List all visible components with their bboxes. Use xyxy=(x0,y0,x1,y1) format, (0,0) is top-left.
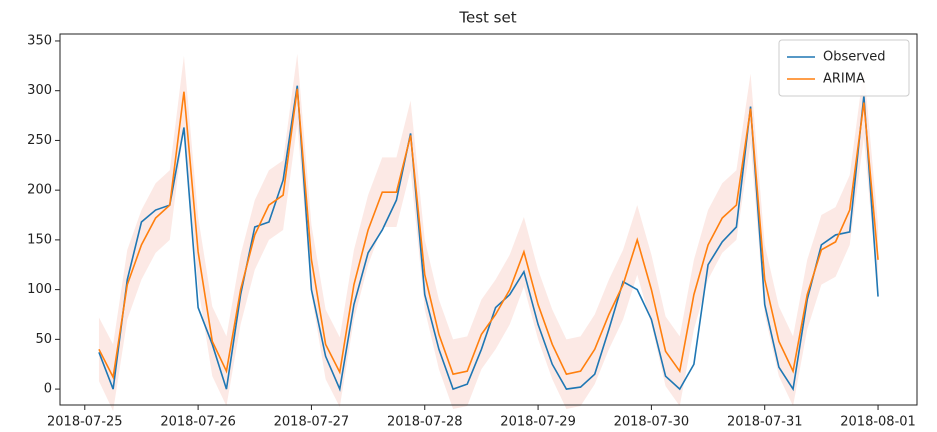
y-tick-label: 300 xyxy=(27,83,52,98)
confidence-band xyxy=(98,53,879,411)
x-tick-label: 2018-07-27 xyxy=(274,415,350,430)
x-tick-label: 2018-07-25 xyxy=(47,415,123,430)
x-tick-label: 2018-07-31 xyxy=(727,415,803,430)
y-tick-label: 150 xyxy=(27,232,52,247)
x-tick-label: 2018-07-26 xyxy=(160,415,236,430)
y-tick-label: 0 xyxy=(44,382,52,397)
axes-frame xyxy=(59,33,918,406)
legend-box xyxy=(778,39,910,97)
x-tick-label: 2018-07-30 xyxy=(614,415,690,430)
x-tick-label: 2018-07-29 xyxy=(500,415,576,430)
y-tick-label: 200 xyxy=(27,183,52,198)
x-tick-label: 2018-08-01 xyxy=(840,415,916,430)
y-tick-label: 350 xyxy=(27,33,52,48)
chart-title: Test set xyxy=(458,9,516,27)
y-tick-label: 100 xyxy=(27,282,52,297)
legend-label: ARIMA xyxy=(823,72,865,87)
y-tick-label: 250 xyxy=(27,133,52,148)
x-tick-label: 2018-07-28 xyxy=(387,415,463,430)
series-line xyxy=(98,88,879,380)
y-tick-label: 50 xyxy=(35,332,52,347)
legend-label: Observed xyxy=(823,50,886,65)
